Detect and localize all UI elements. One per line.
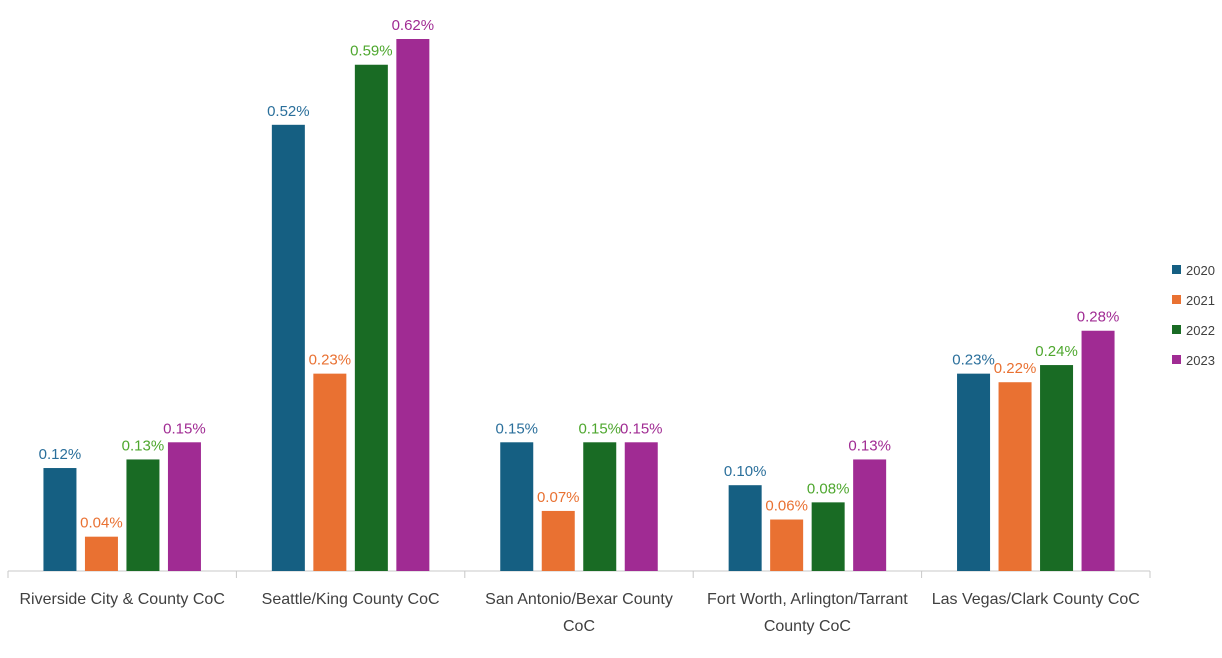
data-label: 0.15%: [495, 420, 538, 437]
x-tick-label: San Antonio/Bexar County CoC: [485, 591, 673, 635]
bar: [271, 124, 305, 571]
data-label: 0.62%: [392, 17, 435, 34]
bar: [728, 485, 762, 571]
bar: [998, 382, 1032, 571]
bar: [167, 442, 201, 571]
bar: [853, 459, 887, 571]
data-label: 0.13%: [122, 437, 165, 454]
legend-label: 2020: [1186, 263, 1215, 278]
bar: [500, 442, 534, 571]
data-label: 0.15%: [578, 420, 621, 437]
data-label: 0.10%: [724, 463, 767, 480]
data-label: 0.04%: [80, 515, 123, 532]
legend-swatch: [1172, 265, 1181, 274]
data-label: 0.23%: [309, 352, 352, 369]
data-label: 0.13%: [848, 437, 891, 454]
bar: [770, 519, 804, 571]
x-tick-label: Las Vegas/Clark County CoC: [931, 591, 1140, 608]
bar: [313, 373, 347, 571]
bar: [354, 64, 388, 571]
data-label: 0.24%: [1035, 343, 1078, 360]
bar: [541, 510, 575, 571]
bar: [583, 442, 617, 571]
data-label: 0.23%: [952, 352, 995, 369]
bar: [43, 468, 77, 571]
bar: [396, 39, 430, 571]
data-label: 0.07%: [537, 489, 580, 506]
bar: [957, 373, 991, 571]
bar: [1081, 330, 1115, 571]
bar: [811, 502, 845, 571]
legend-label: 2021: [1186, 293, 1215, 308]
x-tick-label: Fort Worth, Arlington/Tarrant County CoC: [707, 591, 908, 635]
legend-label: 2022: [1186, 323, 1215, 338]
bar: [126, 459, 160, 571]
bar: [84, 536, 118, 571]
data-label: 0.22%: [994, 360, 1037, 377]
x-tick-label: Seattle/King County CoC: [261, 591, 440, 608]
x-tick-label: Riverside City & County CoC: [19, 591, 225, 608]
bar: [1040, 365, 1074, 571]
data-label: 0.52%: [267, 103, 310, 120]
legend-swatch: [1172, 295, 1181, 304]
data-label: 0.15%: [163, 420, 206, 437]
bar: [624, 442, 658, 571]
data-label: 0.59%: [350, 43, 393, 60]
legend-swatch: [1172, 325, 1181, 334]
data-label: 0.06%: [765, 498, 808, 515]
legend-swatch: [1172, 355, 1181, 364]
data-label: 0.12%: [39, 446, 82, 463]
legend-label: 2023: [1186, 353, 1215, 368]
data-label: 0.15%: [620, 420, 663, 437]
data-label: 0.08%: [807, 480, 850, 497]
data-label: 0.28%: [1077, 309, 1120, 326]
